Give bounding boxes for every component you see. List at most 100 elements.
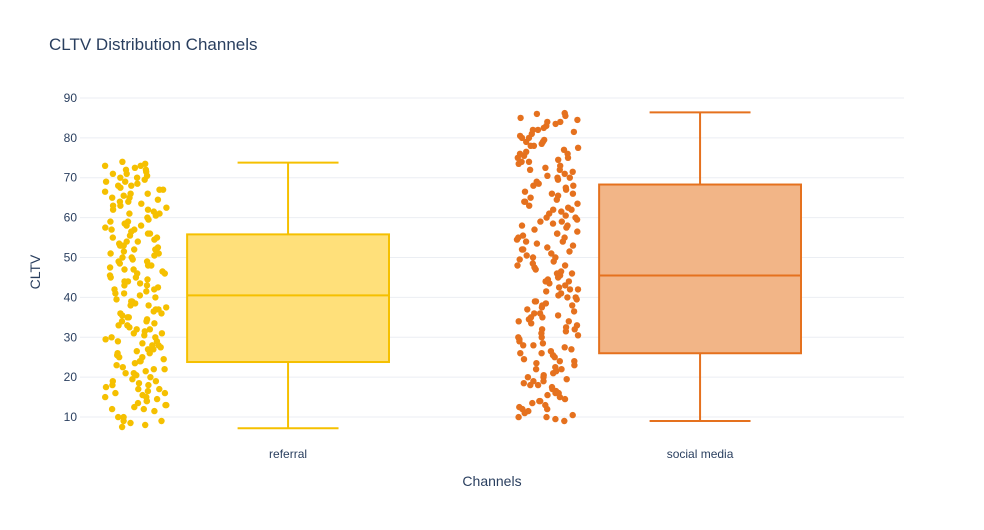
- data-point: [562, 212, 569, 219]
- data-point: [159, 268, 166, 275]
- data-point: [135, 380, 143, 387]
- data-point: [527, 194, 534, 201]
- data-point: [565, 278, 573, 285]
- data-point: [543, 288, 550, 295]
- data-point: [136, 292, 144, 299]
- iqr-box: [598, 183, 802, 355]
- data-point: [561, 344, 568, 351]
- data-point: [519, 405, 526, 413]
- data-point: [573, 296, 580, 303]
- data-point: [553, 230, 561, 237]
- data-point: [102, 336, 109, 343]
- data-point: [109, 170, 117, 177]
- data-point: [523, 148, 530, 155]
- data-point: [163, 304, 170, 311]
- data-point: [569, 168, 576, 175]
- data-point: [109, 202, 117, 209]
- data-point: [109, 381, 116, 389]
- data-point: [534, 126, 542, 134]
- data-point: [101, 188, 109, 195]
- data-point: [522, 238, 530, 245]
- iqr-box: [186, 233, 390, 364]
- data-point: [561, 234, 568, 241]
- series-social-media: [513, 109, 802, 425]
- y-tick-label: 80: [64, 131, 78, 145]
- data-point: [142, 421, 149, 429]
- data-point: [137, 222, 145, 229]
- data-point: [135, 385, 142, 393]
- data-point: [139, 391, 146, 399]
- data-point: [139, 354, 146, 361]
- data-point: [529, 254, 537, 261]
- data-point: [131, 164, 139, 171]
- data-point: [109, 194, 116, 201]
- data-point: [529, 260, 536, 267]
- data-point: [544, 244, 551, 251]
- data-point: [146, 350, 153, 357]
- data-point: [108, 226, 115, 233]
- y-tick-label: 60: [64, 211, 78, 225]
- data-point: [544, 391, 551, 399]
- x-axis-ticks: referral social media: [269, 447, 734, 461]
- data-point: [126, 324, 133, 331]
- data-point: [151, 252, 158, 259]
- data-point: [151, 320, 158, 327]
- x-tick-label: referral: [269, 447, 307, 461]
- data-point: [560, 146, 568, 153]
- data-point: [574, 116, 581, 124]
- y-axis-title: CLTV: [27, 254, 43, 289]
- data-point: [151, 407, 158, 415]
- data-point: [133, 326, 140, 333]
- data-point: [153, 395, 161, 403]
- data-point: [114, 338, 122, 345]
- data-point: [562, 184, 569, 191]
- data-point: [120, 413, 127, 421]
- data-point: [520, 356, 528, 363]
- data-point: [557, 162, 564, 169]
- data-point: [145, 302, 152, 309]
- data-point: [530, 142, 538, 149]
- data-point: [116, 198, 124, 205]
- data-point: [574, 286, 582, 293]
- data-point: [544, 118, 551, 126]
- data-point: [143, 168, 150, 175]
- data-point: [152, 294, 159, 301]
- data-point: [532, 298, 540, 305]
- data-point: [533, 360, 540, 367]
- data-point: [154, 244, 162, 251]
- data-point: [562, 324, 570, 331]
- data-point: [566, 248, 573, 255]
- data-point: [515, 334, 522, 341]
- data-point: [112, 389, 119, 397]
- y-tick-label: 30: [64, 330, 78, 344]
- y-axis-ticks: 10 20 30 40 50 60 70 80 90: [64, 91, 78, 424]
- data-point: [534, 381, 542, 389]
- data-point: [533, 110, 541, 118]
- data-point: [137, 162, 144, 169]
- data-point: [514, 262, 521, 269]
- data-point: [571, 358, 578, 365]
- data-point: [134, 180, 141, 187]
- data-point: [146, 230, 154, 237]
- data-point: [549, 220, 557, 227]
- data-point: [150, 366, 157, 373]
- data-point: [107, 218, 114, 225]
- data-point: [538, 350, 545, 357]
- data-point: [513, 236, 521, 243]
- data-point: [533, 240, 541, 247]
- data-point: [117, 310, 124, 317]
- data-point: [116, 260, 124, 267]
- data-point: [539, 302, 546, 309]
- data-point: [136, 280, 144, 287]
- data-point: [157, 344, 164, 351]
- data-point: [123, 238, 130, 245]
- data-point: [150, 208, 157, 215]
- data-point: [574, 228, 581, 235]
- data-point: [555, 284, 563, 291]
- data-point: [156, 385, 163, 393]
- data-point: [529, 126, 537, 134]
- data-point: [139, 340, 146, 347]
- data-point: [529, 399, 536, 407]
- data-point: [565, 204, 572, 211]
- data-point: [524, 374, 532, 381]
